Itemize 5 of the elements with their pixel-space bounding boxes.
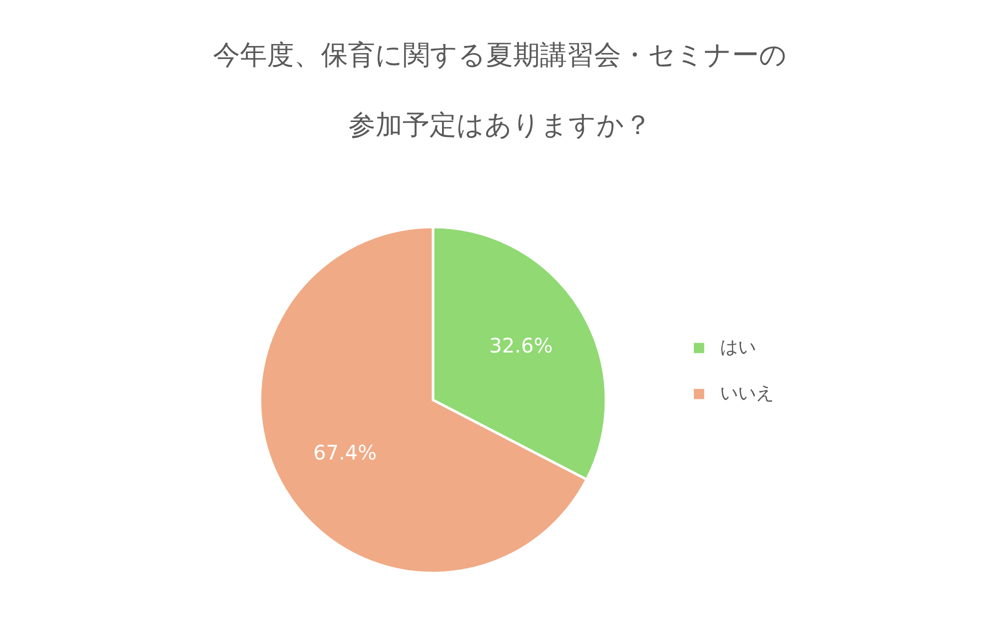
- legend-label: いいえ: [720, 383, 774, 404]
- data-label: 67.4%: [313, 440, 377, 465]
- legend-label: はい: [720, 337, 756, 358]
- data-label: 32.6%: [489, 333, 553, 358]
- chart-title: 今年度、保育に関する夏期講習会・セミナーの参加予定はありますか？: [213, 40, 787, 141]
